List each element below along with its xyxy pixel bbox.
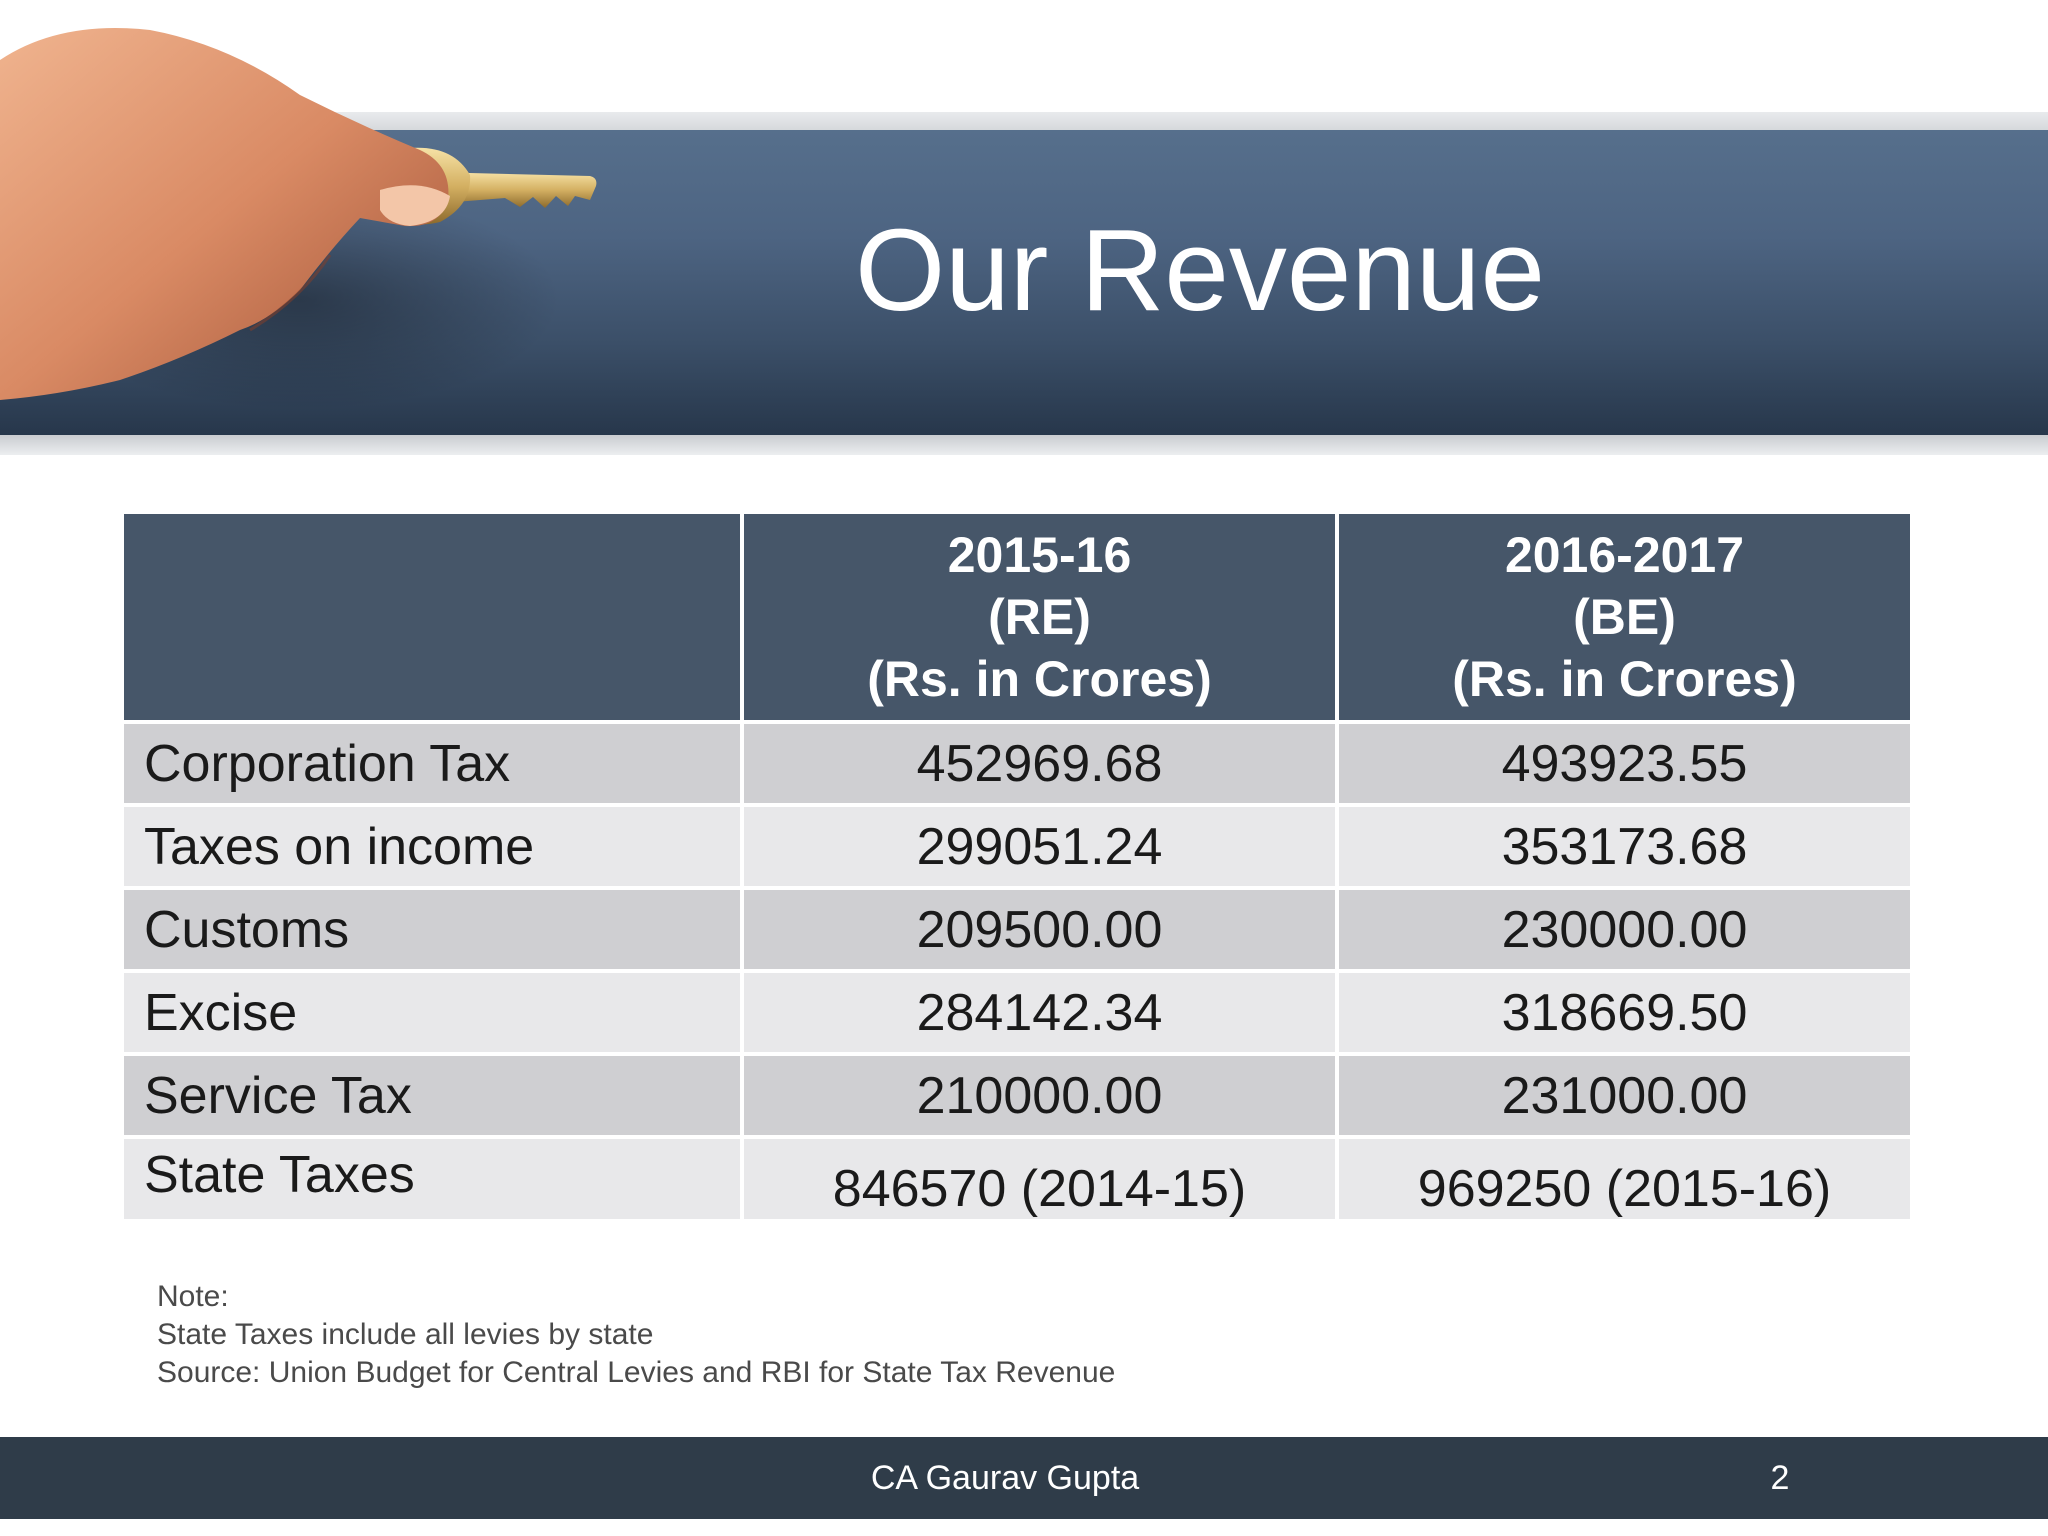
value-2015-16: 299051.24	[740, 803, 1339, 890]
row-label: Corporation Tax	[120, 720, 744, 807]
value-2016-17: 230000.00	[1335, 886, 1914, 973]
revenue-table: 2015-16 (RE) (Rs. in Crores) 2016-2017 (…	[120, 510, 1914, 1223]
value-2016-17: 231000.00	[1335, 1052, 1914, 1139]
header-year: 2015-16	[947, 527, 1132, 583]
table-row: Customs 209500.00 230000.00	[120, 886, 1914, 973]
notes-line: State Taxes include all levies by state	[157, 1318, 654, 1351]
value-2015-16: 209500.00	[740, 886, 1339, 973]
table-row: Service Tax 210000.00 231000.00	[120, 1052, 1914, 1139]
source-line: Source: Union Budget for Central Levies …	[157, 1356, 1116, 1389]
notes-block: Note: State Taxes include all levies by …	[157, 1278, 1115, 1392]
header-2016-2017: 2016-2017 (BE) (Rs. in Crores)	[1335, 510, 1914, 724]
header-estimate-type: (RE)	[988, 589, 1091, 645]
page-number: 2	[1770, 1459, 1790, 1497]
value-2016-17: 969250 (2015-16)	[1335, 1135, 1914, 1223]
header-unit: (Rs. in Crores)	[867, 651, 1212, 707]
footer-author: CA Gaurav Gupta	[870, 1459, 1140, 1497]
value-2016-17: 318669.50	[1335, 969, 1914, 1056]
table-row: Taxes on income 299051.24 353173.68	[120, 803, 1914, 890]
hand-holding-key-image	[0, 28, 597, 410]
table-row: Corporation Tax 452969.68 493923.55	[120, 720, 1914, 807]
row-label: Taxes on income	[120, 803, 744, 890]
row-label: State Taxes	[120, 1135, 744, 1223]
slide-title: Our Revenue	[855, 205, 1545, 335]
row-label: Excise	[120, 969, 744, 1056]
banner-top-stripe	[0, 112, 2048, 130]
value-2015-16: 210000.00	[740, 1052, 1339, 1139]
banner-bottom-stripe	[0, 435, 2048, 455]
notes-heading: Note:	[157, 1280, 229, 1313]
header-empty-cell	[120, 510, 744, 724]
header-estimate-type: (BE)	[1573, 589, 1676, 645]
header-2015-16: 2015-16 (RE) (Rs. in Crores)	[740, 510, 1339, 724]
value-2015-16: 452969.68	[740, 720, 1339, 807]
table-row: State Taxes 846570 (2014-15) 969250 (201…	[120, 1135, 1914, 1223]
table-row: Excise 284142.34 318669.50	[120, 969, 1914, 1056]
value-2016-17: 493923.55	[1335, 720, 1914, 807]
value-2015-16: 846570 (2014-15)	[740, 1135, 1339, 1223]
footer-bar: CA Gaurav Gupta 2	[0, 1437, 2048, 1519]
row-label: Customs	[120, 886, 744, 973]
value-2016-17: 353173.68	[1335, 803, 1914, 890]
row-label: Service Tax	[120, 1052, 744, 1139]
table-header-row: 2015-16 (RE) (Rs. in Crores) 2016-2017 (…	[120, 510, 1914, 724]
header-unit: (Rs. in Crores)	[1452, 651, 1797, 707]
header-year: 2016-2017	[1504, 527, 1745, 583]
value-2015-16: 284142.34	[740, 969, 1339, 1056]
